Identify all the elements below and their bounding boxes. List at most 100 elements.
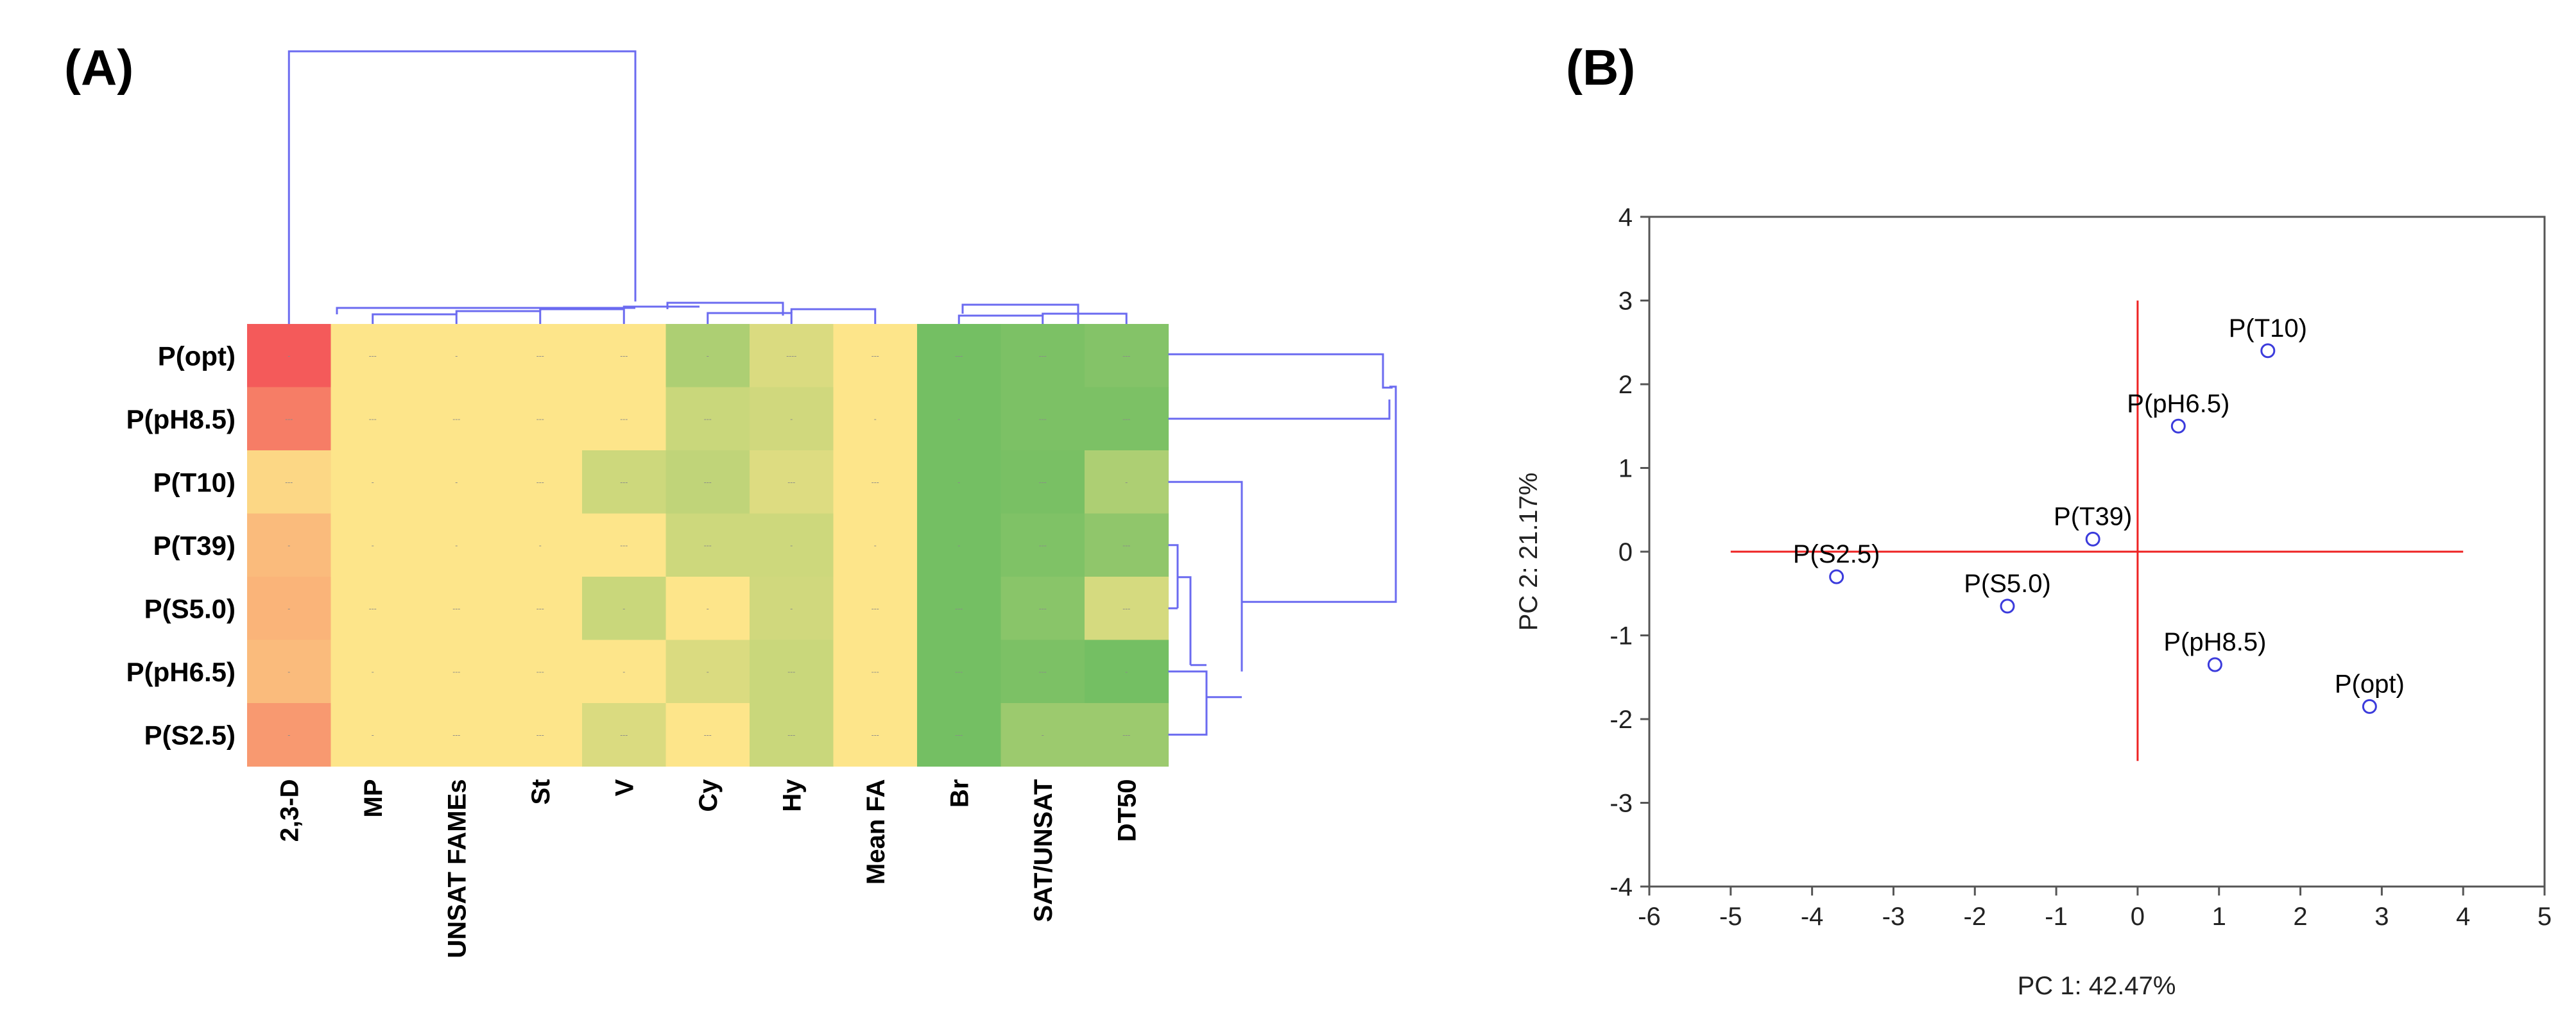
heatmap-cell: [1000, 577, 1085, 641]
heatmap-cell: [917, 513, 1002, 577]
column-label: DT50: [1113, 779, 1141, 842]
cell-annotation: -: [372, 730, 374, 739]
dendrogram-branch: [1168, 399, 1391, 420]
cell-annotation: -: [957, 477, 960, 486]
heatmap-cell: [498, 450, 583, 514]
cell-annotation: ---: [620, 414, 628, 423]
dendrogram-branch: [623, 305, 700, 309]
heatmap-cell: [750, 450, 834, 514]
cell-annotation: ---: [452, 414, 460, 423]
heatmap-cell: [833, 577, 918, 641]
y-axis-title: PC 2: 21.17%: [1515, 473, 1543, 631]
point-label: P(opt): [2335, 670, 2405, 698]
heatmap-cell: [331, 513, 415, 577]
column-label: Br: [945, 779, 974, 808]
row-dendrogram: [1168, 353, 1397, 736]
x-tick-label: -4: [1801, 903, 1824, 931]
cell-annotation: ---: [787, 730, 795, 739]
y-tick-label: -3: [1610, 790, 1633, 818]
cell-annotation: -: [707, 667, 709, 676]
heatmap-cell: [331, 640, 415, 704]
cell-annotation: -: [623, 604, 625, 613]
x-tick-label: -1: [2045, 903, 2068, 931]
heatmap-cell: [247, 577, 332, 641]
panel-label-a: (A): [64, 39, 133, 96]
cell-annotation: ---: [620, 351, 628, 360]
cell-annotation: ---: [955, 351, 963, 360]
dendrogram-branch: [455, 310, 542, 324]
heatmap-cell: [1000, 324, 1085, 388]
heatmap-cell: [331, 324, 415, 388]
y-tick-label: -4: [1610, 873, 1633, 901]
heatmap-cell: [247, 640, 332, 704]
column-labels: 2,3-D MP UNSAT FAMEs St V Cy Hy Mean FA Br SAT/UN…: [275, 779, 1141, 958]
dendrogram-branch: [707, 312, 793, 324]
row-label: P(T10): [153, 467, 236, 497]
point-label: P(S2.5): [1793, 540, 1880, 568]
column-label: Hy: [778, 779, 806, 812]
heatmap-cell: [1085, 324, 1169, 388]
point-label: P(S5.0): [1964, 570, 2051, 598]
heatmap-cell: [498, 387, 583, 451]
point-label: P(pH8.5): [2163, 628, 2266, 656]
cell-annotation: -: [288, 604, 290, 613]
dendrogram-branch: [288, 50, 637, 324]
cell-annotation: ---: [1039, 667, 1047, 676]
heatmap-cell: [247, 513, 332, 577]
cell-annotation: ---: [704, 730, 712, 739]
heatmap-cell: [582, 513, 667, 577]
row-label: P(pH8.5): [126, 404, 236, 434]
heatmap-cell: [498, 703, 583, 767]
heatmap-cell: [415, 387, 499, 451]
cell-annotation: ---: [1122, 351, 1130, 360]
cell-annotation: ---: [704, 541, 712, 550]
heatmap-cell: [1085, 513, 1169, 577]
cell-annotation: ---: [1122, 414, 1130, 423]
cell-annotation: -: [288, 541, 290, 550]
heatmap-cell: [1000, 450, 1085, 514]
cell-annotation: -: [790, 604, 793, 613]
y-tick-label: 1: [1619, 455, 1633, 483]
x-tick-label: -6: [1638, 903, 1661, 931]
heatmap-cell: [750, 640, 834, 704]
y-tick-label: 0: [1619, 538, 1633, 566]
heatmap-cell: [498, 640, 583, 704]
cell-annotation: -: [288, 667, 290, 676]
heatmap-cell: [750, 577, 834, 641]
column-label: St: [527, 779, 555, 805]
axis-ticks: -6 -5 -4 -3 -2 -1 0 1 2 3 4 5 -4 -3 -2 -1 0 1 2 3 4: [1610, 203, 2552, 931]
column-label: MP: [359, 779, 388, 818]
cell-annotation: -: [790, 541, 793, 550]
heatmap-cell: [750, 387, 834, 451]
cell-annotation: ---: [704, 414, 712, 423]
y-tick-label: -2: [1610, 706, 1633, 734]
heatmap-cell: [1000, 387, 1085, 451]
cell-annotation: ---: [537, 351, 544, 360]
heatmap-cell: [665, 577, 750, 641]
pca-scatter-panel: (B) -6 -5 -4 -3 -2 -1 0 1 2 3 4 5 -4 -3 -2 -1 0 1 2 3 4 P(T1…: [1515, 39, 2552, 1000]
dendrogram-branch: [1178, 576, 1192, 665]
cell-annotation: -: [455, 351, 458, 360]
dendrogram-branch: [1168, 544, 1179, 609]
heatmap-cell: [498, 577, 583, 641]
cell-annotation: -: [707, 351, 709, 360]
cell-annotation: ---: [537, 414, 544, 423]
scatter-point: [2000, 599, 2015, 614]
heatmap-cells: - --- - --- --- - ---- --- --- --- ------ --- --- ---…: [247, 324, 1169, 767]
heatmap-cell: [917, 387, 1002, 451]
y-tick-label: 4: [1619, 203, 1633, 232]
y-tick-label: 3: [1619, 287, 1633, 316]
column-label: Cy: [694, 779, 723, 812]
heatmap-cell: [917, 324, 1002, 388]
heatmap-cell: [833, 703, 918, 767]
heatmap-cell: [582, 324, 667, 388]
heatmap-cell: [415, 640, 499, 704]
cell-annotation: -: [790, 414, 793, 423]
cell-annotation: ---: [452, 604, 460, 613]
heatmap-cell: [1085, 703, 1169, 767]
scatter-point: [2362, 699, 2377, 714]
heatmap-cell: [247, 387, 332, 451]
y-tick-label: 2: [1619, 371, 1633, 399]
cell-annotation: ---: [1039, 414, 1047, 423]
heatmap-cell: [833, 640, 918, 704]
